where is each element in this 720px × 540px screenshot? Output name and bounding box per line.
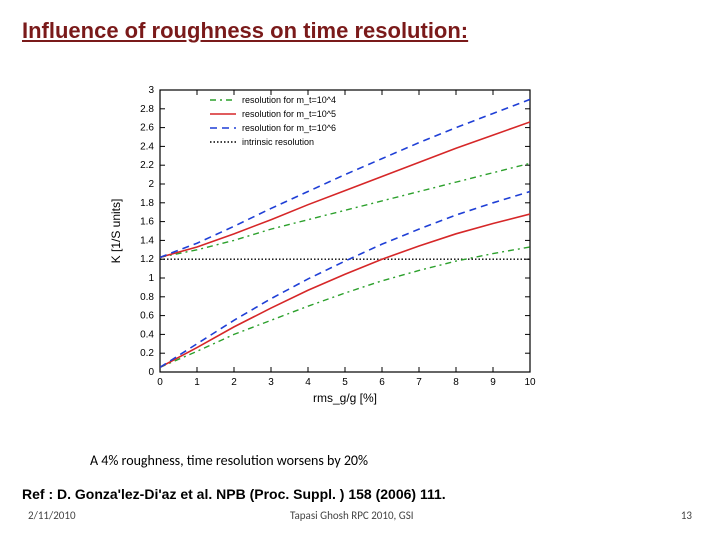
svg-text:7: 7 bbox=[416, 377, 422, 388]
svg-text:2.8: 2.8 bbox=[140, 104, 154, 115]
svg-text:0: 0 bbox=[157, 377, 163, 388]
footer-page: 13 bbox=[681, 509, 692, 522]
reference-text: Ref : D. Gonza'lez-Di'az et al. NPB (Pro… bbox=[22, 486, 446, 502]
svg-text:rms_g/g [%]: rms_g/g [%] bbox=[313, 391, 377, 405]
svg-text:resolution for m_t=10^5: resolution for m_t=10^5 bbox=[242, 109, 336, 119]
footer-date: 2/11/2010 bbox=[28, 509, 76, 522]
svg-text:0.4: 0.4 bbox=[140, 329, 154, 340]
svg-text:0.8: 0.8 bbox=[140, 292, 154, 303]
svg-text:1.4: 1.4 bbox=[140, 235, 154, 246]
svg-text:2.2: 2.2 bbox=[140, 160, 154, 171]
svg-text:5: 5 bbox=[342, 377, 348, 388]
caption-text: A 4% roughness, time resolution worsens … bbox=[90, 452, 368, 469]
svg-text:3: 3 bbox=[268, 377, 274, 388]
chart-svg: 0 1 2 3 4 5 6 7 8 9 10 0 0.2 0.4 0.6 0.8 1 1.2 1.4 1.6 1.8 2 2… bbox=[100, 80, 540, 410]
svg-text:1.8: 1.8 bbox=[140, 198, 154, 209]
svg-text:6: 6 bbox=[379, 377, 385, 388]
svg-text:1.2: 1.2 bbox=[140, 254, 154, 265]
svg-text:1: 1 bbox=[194, 377, 200, 388]
footer-mid: Tapasi Ghosh RPC 2010, GSI bbox=[290, 509, 414, 522]
svg-text:2.4: 2.4 bbox=[140, 141, 154, 152]
svg-text:intrinsic resolution: intrinsic resolution bbox=[242, 137, 314, 147]
svg-text:1: 1 bbox=[148, 273, 154, 284]
page-title: Influence of roughness on time resolutio… bbox=[22, 18, 468, 44]
svg-text:4: 4 bbox=[305, 377, 311, 388]
svg-text:2.6: 2.6 bbox=[140, 123, 154, 134]
svg-text:8: 8 bbox=[453, 377, 459, 388]
svg-text:3: 3 bbox=[148, 85, 154, 96]
svg-text:1.6: 1.6 bbox=[140, 217, 154, 228]
svg-text:2: 2 bbox=[148, 179, 154, 190]
svg-text:resolution for m_t=10^4: resolution for m_t=10^4 bbox=[242, 95, 336, 105]
svg-text:0: 0 bbox=[148, 367, 154, 378]
svg-text:0.2: 0.2 bbox=[140, 348, 154, 359]
svg-text:2: 2 bbox=[231, 377, 237, 388]
svg-text:K [1/S units]: K [1/S units] bbox=[109, 199, 123, 264]
resolution-chart: 0 1 2 3 4 5 6 7 8 9 10 0 0.2 0.4 0.6 0.8 1 1.2 1.4 1.6 1.8 2 2… bbox=[100, 80, 540, 410]
svg-text:9: 9 bbox=[490, 377, 496, 388]
svg-text:0.6: 0.6 bbox=[140, 311, 154, 322]
svg-text:resolution for m_t=10^6: resolution for m_t=10^6 bbox=[242, 123, 336, 133]
svg-text:10: 10 bbox=[524, 377, 536, 388]
